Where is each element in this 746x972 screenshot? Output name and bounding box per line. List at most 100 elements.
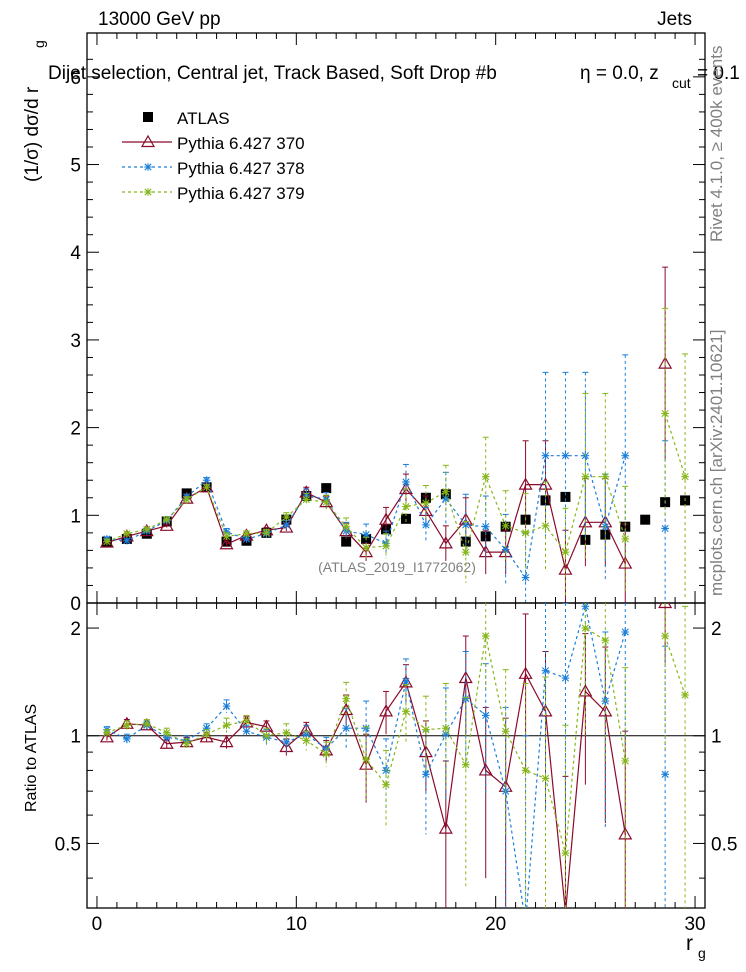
data-point-p379: [422, 499, 430, 507]
data-point-p379: [382, 780, 390, 789]
series-p379: [103, 307, 689, 600]
data-point-p379: [442, 487, 450, 496]
data-point-p370: [518, 477, 533, 490]
data-point-p378: [461, 521, 470, 529]
data-point-p379: [322, 498, 331, 506]
x-axis-label-sub: g: [698, 945, 706, 961]
data-point-p378: [481, 711, 490, 720]
data-point-p379: [143, 719, 151, 728]
data-point-p378: [521, 573, 530, 582]
data-point-p379: [242, 529, 251, 538]
ratio-panel: 0.5 0.51 12 20 10 20 30: [55, 602, 737, 935]
ratio-y-tick-label-left: 2: [70, 619, 81, 640]
data-point-p370: [199, 480, 214, 493]
data-point-atlas: [321, 483, 332, 494]
data-point-p379: [123, 529, 131, 538]
data-point-p378: [442, 494, 450, 503]
x-axis-label: r: [686, 932, 693, 955]
data-point-p378: [561, 674, 570, 682]
main-data: [99, 266, 691, 603]
data-point-p378: [402, 677, 410, 686]
data-point-p378: [342, 724, 350, 732]
data-point-p378: [202, 724, 211, 732]
main-panel: 0 1 2 3 4 5 6: [70, 32, 706, 615]
data-point-p379: [222, 532, 231, 541]
data-point-p370: [99, 730, 114, 743]
data-point-p379: [202, 730, 211, 739]
data-point-p379: [123, 721, 131, 730]
data-point-p379: [581, 472, 590, 481]
data-point-p379: [103, 537, 111, 546]
data-point-p370: [558, 562, 573, 575]
plot-title: Dijet selection, Central jet, Track Base…: [48, 63, 497, 84]
data-point-p379: [541, 774, 550, 783]
data-point-p379: [541, 522, 550, 530]
legend: ATLAS Pythia 6.427 370 Pythia 6.427 378 Pyt…: [122, 109, 305, 203]
data-point-p379: [262, 529, 271, 537]
data-point-p379: [601, 636, 610, 644]
x-tick-label: 10: [286, 914, 307, 935]
data-point-p370: [159, 736, 174, 749]
legend-marker-p370: [140, 134, 156, 148]
data-point-p378: [123, 735, 131, 743]
data-point-p370: [378, 704, 394, 717]
data-point-p379: [103, 728, 111, 737]
data-point-p379: [262, 731, 271, 740]
legend-label-p370: Pythia 6.427 370: [177, 134, 305, 153]
ratio-y-axis-label: Ratio to ATLAS: [23, 704, 40, 812]
data-point-p379: [342, 694, 350, 703]
main-y-tick-label: 3: [70, 331, 81, 352]
data-point-p379: [202, 483, 211, 492]
data-point-p379: [322, 750, 331, 758]
data-point-p379: [402, 502, 410, 511]
data-point-p379: [461, 548, 470, 556]
main-y-tick-label: 1: [70, 506, 81, 527]
series-atlas: [101, 482, 691, 547]
plot-title-eta: η = 0.0, z: [580, 63, 659, 84]
data-point-atlas: [560, 491, 571, 502]
data-point-p370: [279, 520, 294, 533]
data-point-p379: [143, 525, 151, 534]
data-point-p378: [222, 702, 231, 710]
data-point-p370: [219, 537, 234, 550]
x-tick-label: 30: [684, 914, 705, 935]
data-point-p379: [302, 736, 311, 745]
data-point-p379: [501, 522, 510, 530]
legend-label-p378: Pythia 6.427 378: [177, 159, 305, 178]
data-point-p379: [661, 632, 669, 640]
data-point-p378: [242, 535, 251, 543]
data-point-p378: [481, 522, 490, 531]
data-point-p378: [661, 524, 669, 533]
data-point-p379: [162, 728, 171, 737]
data-point-p378: [362, 530, 370, 539]
data-point-p379: [282, 728, 291, 737]
ratio-data: [99, 603, 689, 927]
series-line-p379: [106, 627, 686, 854]
main-y-tick-label: 4: [70, 243, 81, 264]
data-point-p370: [658, 603, 673, 609]
ratio-y-tick-label-right: 2: [711, 619, 722, 640]
data-point-p378: [541, 666, 550, 675]
data-point-p379: [422, 725, 430, 734]
data-point-p379: [382, 542, 390, 550]
ratio-y-tick-label-right: 1: [711, 727, 722, 748]
rivet-version-label: Rivet 4.1.0, ≥ 400k events: [707, 46, 726, 242]
ratio-y-tick-label-left: 1: [70, 727, 81, 748]
main-y-tick-label: 0: [70, 594, 81, 615]
data-point-p379: [661, 409, 669, 418]
data-point-p370: [398, 481, 414, 495]
data-point-p370: [518, 666, 533, 679]
data-point-p378: [541, 451, 550, 460]
ratio-y-tick-label-right: 0.5: [711, 834, 737, 855]
x-tick-label: 20: [485, 914, 506, 935]
data-point-p378: [522, 919, 530, 927]
data-point-p379: [182, 739, 191, 748]
main-y-tick-label: 5: [70, 156, 81, 177]
header-process: Jets: [657, 9, 692, 30]
data-point-p379: [402, 707, 410, 716]
data-point-p379: [222, 721, 231, 730]
series-line-p379: [106, 413, 686, 555]
data-point-p379: [461, 760, 470, 769]
data-point-p379: [302, 495, 311, 504]
data-point-p379: [342, 522, 350, 531]
